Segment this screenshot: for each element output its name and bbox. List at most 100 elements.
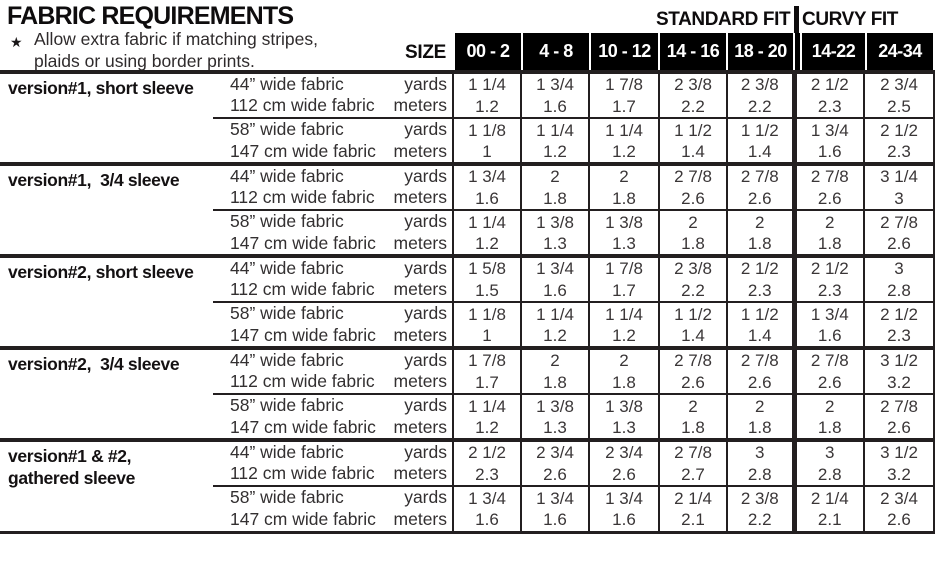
fabric-width-label: 58” wide fabric <box>230 395 344 416</box>
fabric-amount-cell: 1.3 <box>520 233 589 256</box>
table-row: 147 cm wide fabric meters 1.2 1.3 1.3 1.8 1.8 1… <box>0 233 935 256</box>
page-title: FABRIC REQUIREMENTS <box>7 2 294 30</box>
unit-label: yards <box>404 395 447 416</box>
fabric-amount-cell: 1.4 <box>658 325 727 348</box>
fabric-amount-cell: 3 1/2 <box>863 346 935 371</box>
fabric-amount-cell: 2.8 <box>791 463 864 487</box>
fabric-width-label: 147 cm wide fabric <box>230 141 376 161</box>
fabric-amount-cell: 1 5/8 <box>452 254 521 279</box>
fabric-amount-cell: 2.6 <box>658 187 727 211</box>
table-row: 112 cm wide fabric meters 2.3 2.6 2.6 2.7 2.8 2… <box>0 463 935 487</box>
fabric-width-label: 58” wide fabric <box>230 119 344 140</box>
unit-label: yards <box>404 211 447 232</box>
fabric-amount-cell: 1.2 <box>520 141 589 164</box>
fabric-amount-cell: 2.2 <box>726 95 794 119</box>
fabric-amount-cell: 1 1/4 <box>520 302 589 325</box>
fabric-amount-cell: 1.8 <box>588 371 659 395</box>
fabric-section: version#1, short sleeve 44” wide fabric ya… <box>0 70 935 164</box>
fabric-amount-cell: 1.8 <box>658 233 727 256</box>
fabric-amount-cell: 1 <box>452 141 521 164</box>
table-row: version#1, 3/4 sleeve 44” wide fabric yard… <box>0 162 935 256</box>
fit-divider-bar <box>794 6 799 33</box>
fabric-amount-cell: 2.6 <box>658 371 727 395</box>
unit-label: meters <box>390 371 453 395</box>
size-header-cell: 24-34 <box>867 33 933 70</box>
fabric-amount-cell: 1 3/8 <box>520 210 589 233</box>
fabric-amount-cell: 2.6 <box>520 463 589 487</box>
fabric-width-label: 147 cm wide fabric <box>230 325 376 345</box>
fabric-amount-cell: 2 1/2 <box>791 254 864 279</box>
fabric-amount-cell: 1.3 <box>588 233 659 256</box>
fabric-amount-cell: 1 7/8 <box>588 254 659 279</box>
fabric-amount-cell: 2.6 <box>863 417 935 440</box>
fabric-amount-cell: 1.2 <box>452 233 521 256</box>
unit-label: yards <box>390 162 453 187</box>
table-row: 112 cm wide fabric meters 1.5 1.6 1.7 2.2 2.3 2… <box>0 279 935 303</box>
fabric-amount-cell: 1 <box>452 325 521 348</box>
fabric-amount-cell: 2.3 <box>791 279 864 303</box>
fabric-amount-cell: 2 3/4 <box>863 70 935 95</box>
fabric-amount-cell: 1.2 <box>452 417 521 440</box>
fit-group-label-standard: STANDARD FIT <box>656 9 791 30</box>
fabric-amount-cell: 2 7/8 <box>658 346 727 371</box>
fabric-amount-cell: 2.2 <box>658 279 727 303</box>
fabric-section: version#1 & #2, gathered sleeve 44” wide … <box>0 438 935 532</box>
table-row: version#2, 3/4 sleeve 44” wide fabric yard… <box>0 346 935 440</box>
fabric-amount-cell: 1.6 <box>588 509 659 532</box>
fabric-width-label: 58” wide fabric <box>230 303 344 324</box>
size-header-cell: 14 - 16 <box>660 33 726 70</box>
table-row: 147 cm wide fabric meters 1 1.2 1.2 1.4 1.4 1.6… <box>0 141 935 164</box>
fabric-width-label: 44” wide fabric <box>213 438 390 463</box>
fabric-amount-cell: 2.3 <box>452 463 521 487</box>
table-row: 147 cm wide fabric meters 1.6 1.6 1.6 2.1 2.2 2… <box>0 509 935 532</box>
table-row: 147 cm wide fabric meters 1.2 1.3 1.3 1.8 1.8 1… <box>0 417 935 440</box>
fabric-width-label: 44” wide fabric <box>213 254 390 279</box>
size-header-cell: 10 - 12 <box>591 33 658 70</box>
fabric-section: version#2, 3/4 sleeve 44” wide fabric yard… <box>0 346 935 440</box>
fabric-amount-cell: 1 1/2 <box>658 302 727 325</box>
fabric-amount-cell: 2.6 <box>863 233 935 256</box>
fabric-amount-cell: 2.6 <box>791 187 864 211</box>
fabric-amount-cell: 1.6 <box>791 141 864 164</box>
fabric-amount-cell: 2 3/8 <box>658 254 727 279</box>
table-row: 58” wide fabric yards 1 1/8 1 1/4 1 1/4 1 1/2… <box>0 118 935 141</box>
fabric-amount-cell: 1.2 <box>520 325 589 348</box>
fabric-amount-cell: 3 1/4 <box>863 162 935 187</box>
fabric-amount-cell: 2 1/4 <box>791 486 864 509</box>
fabric-amount-cell: 2 3/4 <box>588 438 659 463</box>
fabric-amount-cell: 3.2 <box>863 463 935 487</box>
fabric-amount-cell: 2.6 <box>791 371 864 395</box>
fabric-amount-cell: 2 3/4 <box>863 486 935 509</box>
fabric-amount-cell: 1.6 <box>452 187 521 211</box>
fabric-amount-cell: 1 3/8 <box>520 394 589 417</box>
fabric-amount-cell: 1.8 <box>588 187 659 211</box>
fabric-width-label: 44” wide fabric <box>213 70 390 95</box>
fabric-amount-cell: 2 3/4 <box>520 438 589 463</box>
fabric-amount-cell: 1.2 <box>588 325 659 348</box>
unit-label: yards <box>390 70 453 95</box>
table-row: 112 cm wide fabric meters 1.6 1.8 1.8 2.6 2.6 2… <box>0 187 935 211</box>
unit-label: meters <box>393 141 447 161</box>
unit-label: meters <box>390 187 453 211</box>
fabric-amount-cell: 2.6 <box>588 463 659 487</box>
note-line-1: Allow extra fabric if matching stripes, <box>34 29 318 49</box>
fabric-amount-cell: 2 <box>588 162 659 187</box>
fabric-amount-cell: 2 <box>588 346 659 371</box>
fabric-amount-cell: 2.6 <box>726 371 794 395</box>
version-label: version#1, short sleeve <box>0 70 213 164</box>
unit-label: meters <box>393 417 447 437</box>
fabric-amount-cell: 1.8 <box>791 417 864 440</box>
fabric-amount-cell: 1 3/4 <box>452 486 521 509</box>
fabric-amount-cell: 2 7/8 <box>658 438 727 463</box>
fabric-amount-cell: 1 3/4 <box>452 162 521 187</box>
size-header-cell: 00 - 2 <box>455 33 521 70</box>
fabric-amount-cell: 1 7/8 <box>588 70 659 95</box>
fabric-amount-cell: 1.8 <box>726 417 794 440</box>
fabric-amount-cell: 1.7 <box>588 279 659 303</box>
fabric-amount-cell: 1.5 <box>452 279 521 303</box>
fabric-width-label: 58” wide fabric <box>230 211 344 232</box>
fabric-amount-cell: 2.3 <box>791 95 864 119</box>
fabric-amount-cell: 2 <box>726 210 794 233</box>
unit-label: yards <box>390 438 453 463</box>
fabric-width-label: 147 cm wide fabric <box>230 509 376 529</box>
